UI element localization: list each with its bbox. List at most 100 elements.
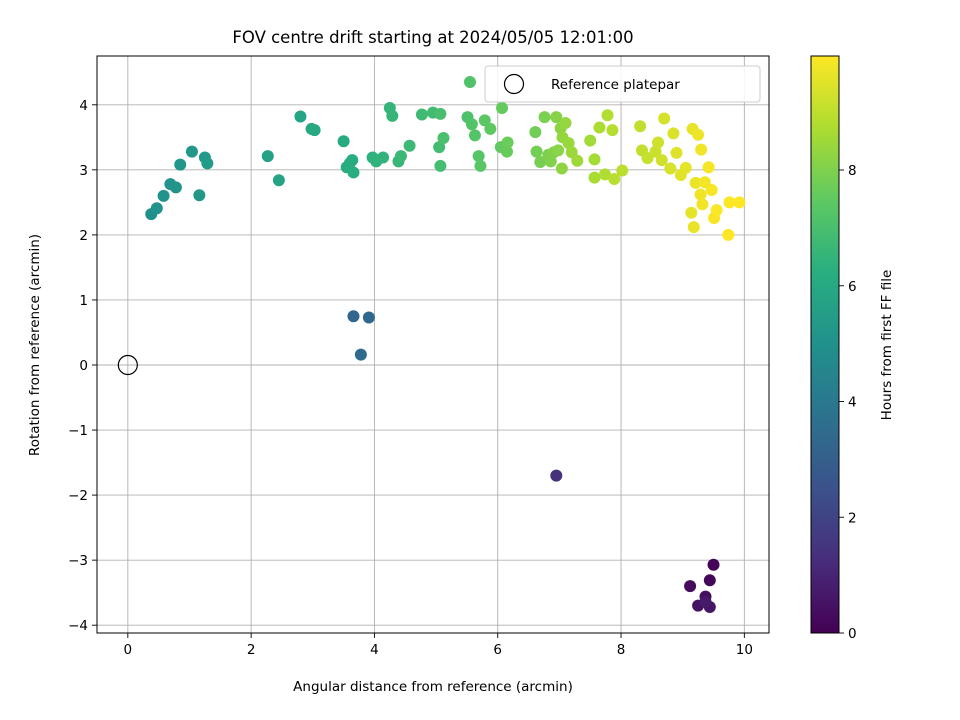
- data-point: [593, 121, 606, 134]
- x-tick-label: 10: [736, 642, 753, 658]
- data-point: [696, 198, 709, 211]
- data-point: [157, 189, 170, 202]
- data-point: [571, 154, 584, 167]
- data-point: [559, 117, 572, 130]
- data-point: [347, 310, 360, 323]
- data-point: [201, 157, 214, 170]
- data-point: [608, 172, 621, 185]
- scatter-points: [145, 76, 746, 613]
- data-point: [562, 137, 575, 150]
- data-point: [394, 150, 407, 163]
- data-point: [606, 124, 619, 137]
- data-point: [649, 145, 662, 158]
- y-tick-label: 3: [79, 163, 88, 179]
- data-point: [529, 126, 542, 139]
- data-point: [484, 122, 497, 135]
- data-point: [555, 162, 568, 175]
- data-point: [377, 151, 390, 164]
- y-tick-label: 0: [79, 358, 88, 374]
- data-point: [552, 144, 565, 157]
- data-point: [434, 159, 447, 172]
- colorbar-tick-label: 8: [848, 163, 857, 179]
- data-point: [694, 188, 707, 201]
- legend-marker-open-circle: [503, 73, 525, 95]
- x-tick-label: 6: [493, 642, 502, 658]
- data-point: [193, 189, 206, 202]
- data-point: [346, 154, 359, 167]
- data-point: [496, 102, 509, 115]
- data-point: [463, 76, 476, 89]
- legend-entry-reference-platepar: Reference platepar: [551, 77, 680, 93]
- data-point: [616, 164, 629, 177]
- data-point: [705, 184, 718, 197]
- y-tick-label: −4: [68, 618, 88, 634]
- colorbar-gradient: [810, 55, 840, 634]
- y-tick-label: 1: [79, 293, 88, 309]
- data-point: [347, 166, 360, 179]
- data-point: [403, 139, 416, 152]
- data-point: [588, 171, 601, 184]
- data-point: [658, 112, 671, 125]
- data-point: [337, 135, 350, 148]
- x-tick-label: 2: [247, 642, 256, 658]
- chart-title: FOV centre drift starting at 2024/05/05 …: [232, 28, 633, 47]
- data-point: [272, 174, 285, 187]
- data-point: [655, 154, 668, 167]
- data-point: [534, 156, 547, 169]
- data-point: [685, 206, 698, 219]
- data-point: [652, 136, 665, 149]
- colorbar-label: Hours from first FF file: [879, 270, 895, 421]
- colorbar-tick-label: 0: [848, 626, 857, 642]
- data-point: [550, 111, 563, 124]
- data-point: [174, 158, 187, 171]
- data-point: [478, 114, 491, 127]
- data-point: [465, 118, 478, 131]
- data-point: [169, 181, 182, 194]
- colorbar-tick-label: 2: [848, 510, 857, 526]
- x-axis-label: Angular distance from reference (arcmin): [293, 679, 573, 695]
- legend: Reference platepar: [484, 65, 761, 103]
- colorbar: 0 2 4 6 8 Hours from first FF file: [810, 55, 895, 642]
- data-point: [544, 155, 557, 168]
- data-point: [362, 311, 375, 324]
- data-point: [722, 228, 735, 241]
- data-point: [692, 128, 705, 141]
- data-point: [415, 108, 428, 121]
- data-point: [433, 141, 446, 154]
- data-point: [474, 159, 487, 172]
- data-point: [664, 162, 677, 175]
- data-point: [354, 348, 367, 361]
- x-axis-ticks: 0 2 4 6 8 10: [124, 633, 753, 658]
- data-point: [472, 150, 485, 163]
- data-point: [703, 574, 716, 587]
- data-point: [294, 110, 307, 123]
- data-point: [695, 143, 708, 156]
- data-point: [733, 196, 746, 209]
- reference-layer: [117, 354, 138, 376]
- data-point: [434, 107, 447, 120]
- data-point: [670, 146, 683, 159]
- x-tick-label: 0: [124, 642, 133, 658]
- y-tick-label: −1: [68, 423, 88, 439]
- data-point: [634, 120, 647, 133]
- legend-box: [484, 65, 761, 103]
- y-tick-label: −3: [68, 553, 88, 569]
- data-point: [565, 146, 578, 159]
- plot-frame: [96, 55, 770, 634]
- data-point: [723, 196, 736, 209]
- data-point: [689, 176, 702, 189]
- data-point: [702, 161, 715, 174]
- data-point: [185, 145, 198, 158]
- y-tick-label: −2: [68, 488, 88, 504]
- colorbar-tick-label: 4: [848, 395, 857, 411]
- data-point: [684, 580, 697, 593]
- data-point: [308, 124, 321, 137]
- data-point: [601, 109, 614, 122]
- data-point: [641, 152, 654, 165]
- colorbar-tick-label: 6: [848, 279, 857, 295]
- data-point: [261, 150, 274, 163]
- y-tick-label: 2: [79, 228, 88, 244]
- colorbar-ticks: 0 2 4 6 8: [839, 163, 857, 642]
- y-axis-ticks: −4 −3 −2 −1 0 1 2 3 4: [68, 98, 97, 634]
- data-point: [588, 153, 601, 166]
